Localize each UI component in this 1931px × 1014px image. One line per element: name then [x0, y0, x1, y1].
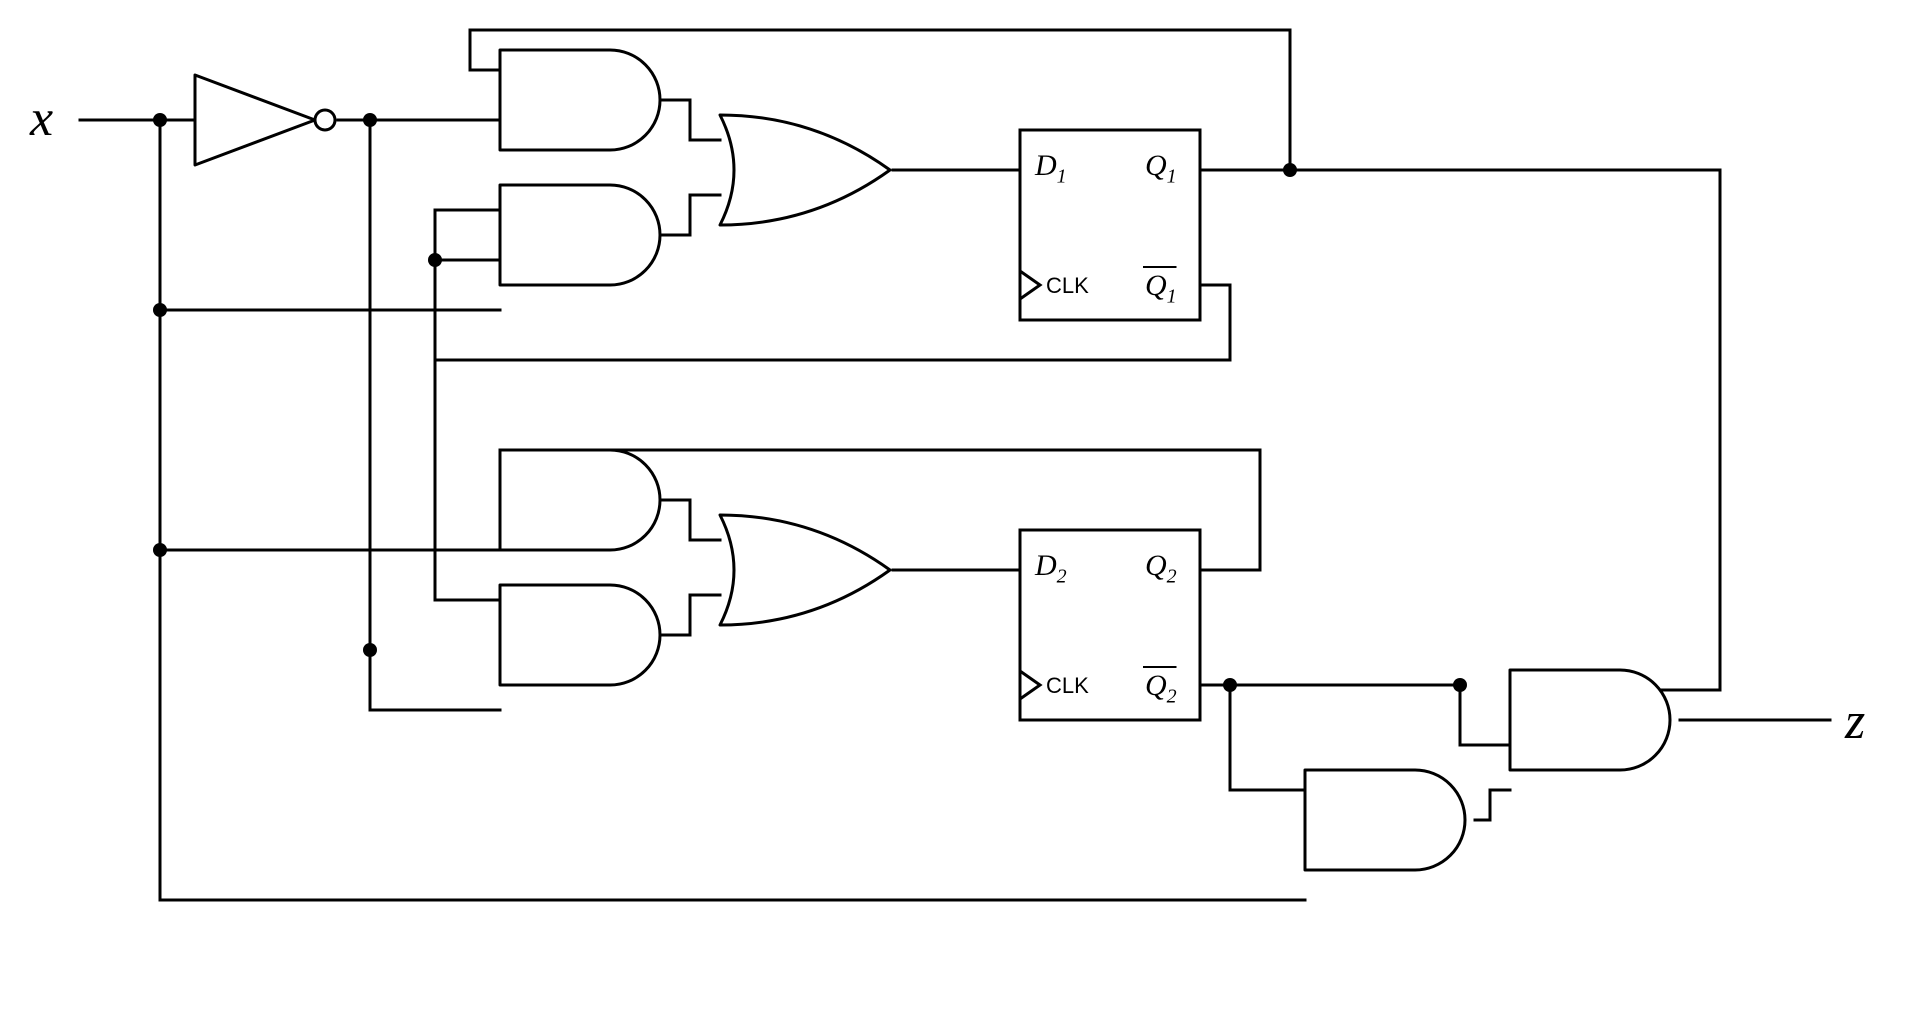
- wire: [435, 210, 500, 600]
- wire: [660, 500, 720, 540]
- junction-dot: [363, 113, 377, 127]
- junction-dot: [153, 543, 167, 557]
- output-z-label: z: [1844, 693, 1865, 750]
- junction-dot: [1223, 678, 1237, 692]
- junction-dot: [428, 253, 442, 267]
- not1-not-bubble: [315, 110, 335, 130]
- wire: [1230, 685, 1305, 790]
- wire: [1475, 790, 1510, 820]
- logic-circuit-diagram: D1Q1Q1CLKD2Q2Q2CLKxz: [0, 0, 1931, 1014]
- ff2-clk-label: CLK: [1046, 673, 1089, 698]
- junction-dot: [1453, 678, 1467, 692]
- and5-and-gate: [1305, 770, 1465, 870]
- wire: [1200, 170, 1720, 690]
- wire: [1200, 685, 1510, 745]
- wire: [660, 195, 720, 235]
- and2-and-gate: [500, 185, 660, 285]
- and1-and-gate: [500, 50, 660, 150]
- junction-dot: [153, 113, 167, 127]
- wire: [660, 100, 720, 140]
- ff1-clk-label: CLK: [1046, 273, 1089, 298]
- and4-and-gate: [500, 585, 660, 685]
- input-x-label: x: [29, 90, 53, 147]
- not1-not-gate: [195, 75, 315, 165]
- and3-and-gate: [500, 450, 660, 550]
- or1-or-gate: [720, 115, 890, 225]
- or2-or-gate: [720, 515, 890, 625]
- and6-and-gate: [1510, 670, 1670, 770]
- junction-dot: [363, 643, 377, 657]
- wire: [660, 595, 720, 635]
- junction-dot: [1283, 163, 1297, 177]
- junction-dot: [153, 303, 167, 317]
